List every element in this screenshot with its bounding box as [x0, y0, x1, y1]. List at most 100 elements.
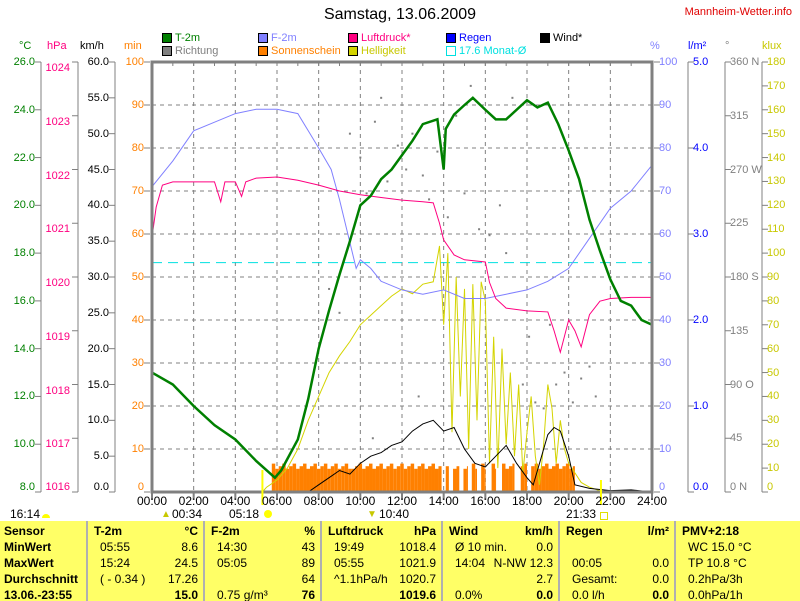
moonrise-time: 00:34	[172, 507, 203, 521]
table-row: 15.0	[94, 587, 198, 601]
cell-label: PMV+2:18	[682, 524, 740, 538]
tick-label-wind: 55.0	[87, 91, 109, 104]
direction-point	[421, 174, 424, 177]
tick-label-wind: 35.0	[87, 235, 109, 248]
brand-link[interactable]: Mannheim-Wetter.info	[684, 6, 792, 18]
cell-label: 0.0%	[455, 588, 483, 601]
cell-label: ( - 0.34 )	[100, 572, 146, 586]
x-tick-label: 14:00	[428, 494, 459, 508]
tick-label-rain: 4.0	[693, 142, 709, 154]
tick-label-direction: 225	[730, 217, 749, 230]
table-header: T-2m °C	[94, 523, 198, 539]
tick-label-rain: 5.0	[693, 56, 709, 68]
direction-point	[365, 192, 368, 195]
cell-value: 76	[301, 588, 315, 601]
table-header: Sensor	[4, 523, 84, 539]
tick-label-direction: 135	[730, 324, 749, 337]
legend-item: Luftdruck*	[348, 32, 411, 44]
cell-label: Sensor	[4, 524, 45, 538]
cell-value: l/m²	[647, 524, 669, 538]
tick-label-sun: 100	[125, 56, 144, 68]
legend-swatch	[446, 46, 456, 56]
tick-label-light: 140	[767, 151, 786, 164]
unit-humidity: %	[650, 40, 660, 52]
direction-point	[446, 216, 449, 219]
x-tick-label: 16:00	[470, 494, 501, 508]
cell-label: 13.06.-23:55	[4, 588, 73, 601]
cell-label	[566, 539, 572, 555]
sunshine-bar	[407, 466, 411, 492]
tick-label-humidity: 10	[659, 443, 672, 455]
cell-value: 0.0	[536, 540, 553, 554]
unit-light: klux	[762, 40, 782, 52]
sunshine-bar	[334, 463, 338, 492]
direction-point	[386, 180, 389, 183]
tick-label-sun: 20	[131, 400, 144, 412]
direction-point	[478, 228, 481, 231]
cell-value: 0.0	[652, 556, 669, 570]
sunshine-bar	[512, 463, 515, 492]
tick-label-direction: 0 N	[730, 481, 748, 493]
x-tick-label: 06:00	[262, 494, 293, 508]
tick-label-sun: 80	[131, 142, 144, 154]
cell-label: 19:49	[334, 540, 365, 554]
cell-value: %	[304, 524, 315, 538]
tick-label-sun: 0	[137, 481, 144, 493]
sunshine-bar	[403, 468, 408, 492]
legend-label: 17.6 Monat-Ø	[459, 45, 527, 57]
sunshine-bar	[372, 468, 376, 492]
tick-label-pressure: 1016	[45, 481, 70, 493]
sunshine-bar	[475, 468, 477, 492]
tick-label-light: 80	[767, 294, 780, 307]
legend-swatch	[348, 33, 358, 43]
direction-point	[455, 114, 458, 117]
tick-label-temp: 8.0	[19, 481, 35, 493]
direction-point	[563, 371, 566, 374]
x-tick-label: 24:00	[637, 494, 668, 508]
tick-label-sun: 60	[131, 228, 144, 240]
sunshine-bar	[417, 466, 422, 492]
direction-point	[542, 407, 545, 410]
cell-label: 0.75 g/m³	[217, 588, 268, 601]
table-header: PMV+2:18	[682, 523, 795, 539]
tick-label-rain: 1.0	[693, 400, 709, 412]
legend-swatch	[348, 46, 358, 56]
tick-label-wind: 10.0	[87, 414, 109, 427]
sunshine-bar	[375, 466, 380, 492]
tick-label-wind: 20.0	[87, 342, 109, 355]
table-row: TP 10.8 °C	[682, 555, 795, 571]
x-tick-label: 04:00	[220, 494, 251, 508]
x-tick-label: 18:00	[512, 494, 543, 508]
table-column-pmv: PMV+2:18 WC 15.0 °C TP 10.8 °C 0.2hPa/3h 0.0…	[676, 521, 800, 601]
table-row: ^1.1hPa/h 1020.7	[328, 571, 436, 587]
sunshine-bar	[400, 463, 404, 492]
tick-label-light: 50	[767, 366, 780, 379]
sunshine-bar	[358, 463, 363, 492]
cell-label: 00:05	[572, 556, 603, 570]
cell-label: 0.0hPa/1h	[688, 588, 743, 601]
legend-swatch	[162, 46, 172, 56]
table-header: Luftdruck hPa	[328, 523, 436, 539]
tick-label-sun: 40	[131, 314, 144, 326]
sunshine-bar	[466, 466, 468, 492]
direction-point	[534, 401, 537, 404]
cell-label: 14:04	[455, 556, 486, 570]
tick-label-direction: 315	[730, 109, 749, 122]
tick-label-temp: 20.0	[13, 199, 35, 212]
legend-label: F-2m	[271, 32, 297, 44]
x-tick-label: 02:00	[178, 494, 209, 508]
legend-swatch	[540, 33, 550, 43]
tick-label-pressure: 1017	[45, 438, 70, 451]
table-row: 14:30 43	[211, 539, 315, 555]
series-line-helligkeit	[152, 245, 652, 493]
sunshine-bar	[555, 463, 559, 492]
tick-label-light: 180	[767, 56, 786, 68]
sunshine-bar	[296, 468, 300, 492]
table-row: 05:05 89	[211, 555, 315, 571]
tick-label-humidity: 40	[659, 314, 672, 326]
tick-label-light: 160	[767, 103, 786, 116]
sunrise-time: 05:18	[229, 507, 260, 521]
sunshine-bar	[421, 463, 425, 492]
direction-point	[511, 96, 514, 99]
sunshine-bar	[453, 468, 457, 492]
